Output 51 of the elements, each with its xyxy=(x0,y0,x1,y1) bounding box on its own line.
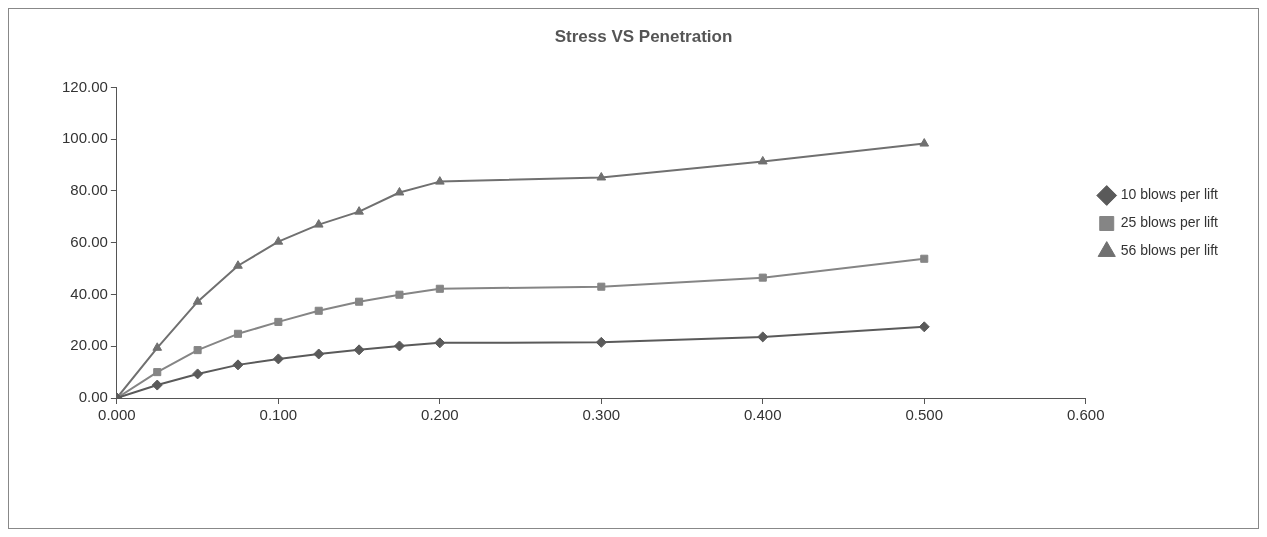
point xyxy=(272,353,284,365)
point xyxy=(393,340,405,352)
point xyxy=(193,346,202,355)
legend-label: 10 blows per lift xyxy=(1120,186,1219,203)
x-tick-label: 0.300 xyxy=(582,406,621,424)
point xyxy=(232,359,244,371)
point xyxy=(313,348,325,360)
point xyxy=(395,290,404,299)
x-tick-label: 0.600 xyxy=(1066,406,1105,424)
y-tick-label: 20.00 xyxy=(70,336,108,354)
point xyxy=(151,379,163,391)
point xyxy=(313,219,324,228)
point xyxy=(152,342,163,351)
point xyxy=(920,254,929,263)
point xyxy=(192,368,204,380)
point xyxy=(757,331,769,343)
y-tick-label: 40.00 xyxy=(70,284,108,302)
point xyxy=(597,282,606,291)
y-tick-label: 120.00 xyxy=(61,77,108,95)
y-tick-label: 60.00 xyxy=(70,232,108,250)
point xyxy=(274,317,283,326)
x-tick-label: 0.100 xyxy=(259,406,298,424)
y-tick-label: 100.00 xyxy=(61,129,108,147)
point xyxy=(435,176,445,185)
point xyxy=(435,284,444,293)
point xyxy=(192,296,203,305)
point xyxy=(919,138,930,147)
x-tick-label: 0.200 xyxy=(421,406,459,424)
point xyxy=(757,155,768,165)
legend-label: 56 blows per lift xyxy=(1120,242,1219,259)
x-tick-label: 0.500 xyxy=(905,406,944,424)
point xyxy=(233,260,243,269)
point xyxy=(596,171,607,181)
point xyxy=(353,344,365,356)
x-tick-label: 0.000 xyxy=(98,406,136,424)
point xyxy=(758,273,767,282)
point xyxy=(153,368,162,377)
legend-label: 25 blows per lift xyxy=(1120,214,1219,231)
point xyxy=(273,236,284,245)
point xyxy=(595,336,607,348)
y-tick-label: 0.00 xyxy=(78,388,108,406)
point xyxy=(314,306,323,315)
point xyxy=(355,297,364,306)
x-tick-label: 0.400 xyxy=(744,406,782,424)
point xyxy=(394,186,405,196)
point xyxy=(434,337,446,349)
point xyxy=(233,329,243,338)
point xyxy=(918,321,930,333)
point xyxy=(354,206,364,215)
y-tick-label: 80.00 xyxy=(70,181,108,199)
chart-title: Stress VS Penetration xyxy=(554,26,733,46)
